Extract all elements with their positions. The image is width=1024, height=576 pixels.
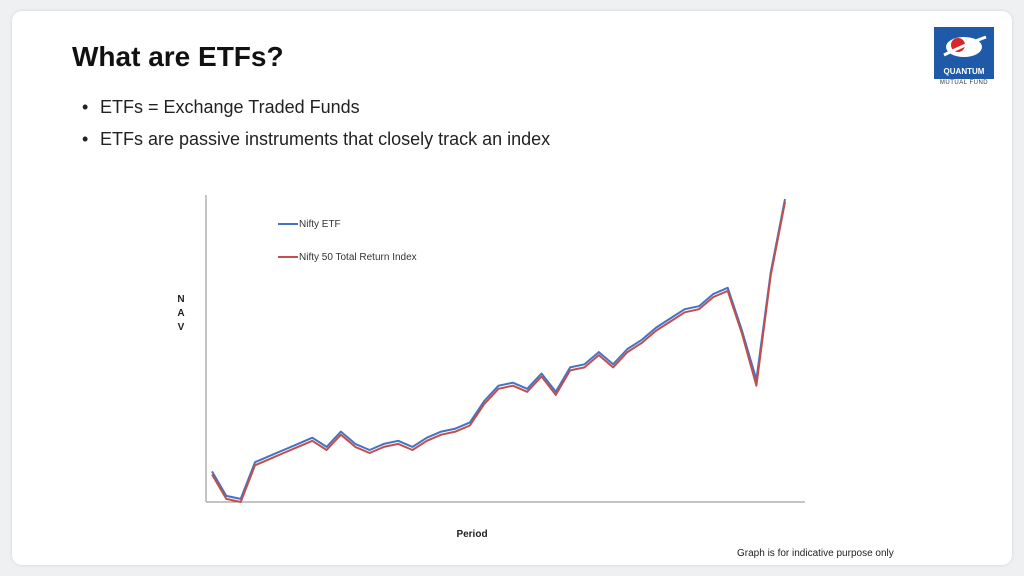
logo-name: QUANTUM xyxy=(943,67,985,76)
logo-subtitle: MUTUAL FUND xyxy=(939,80,989,86)
footnote: Graph is for indicative purpose only xyxy=(737,548,894,559)
logo-swirl-icon xyxy=(943,35,987,57)
quantum-logo: QUANTUM MUTUAL FUND xyxy=(934,27,994,89)
bullet-list: • ETFs = Exchange Traded Funds • ETFs are … xyxy=(82,97,550,161)
x-axis-label: Period xyxy=(456,529,487,540)
slide-title: What are ETFs? xyxy=(72,41,284,72)
logo-box xyxy=(934,27,994,79)
bullet-dot-icon: • xyxy=(82,129,89,149)
y-axis-label-letter: A xyxy=(177,308,184,319)
series-line-2 xyxy=(211,201,786,503)
y-axis-label: NAV xyxy=(177,294,184,333)
bullet-dot-icon: • xyxy=(82,97,89,117)
bullet-item: • ETFs = Exchange Traded Funds xyxy=(82,97,360,117)
legend-label: Nifty ETF xyxy=(299,219,341,230)
y-axis-label-letter: V xyxy=(178,322,185,333)
series-layer xyxy=(211,198,786,503)
legend-label: Nifty 50 Total Return Index xyxy=(299,252,417,263)
series-line-1 xyxy=(211,198,786,500)
slide: What are ETFs? • ETFs = Exchange Traded F… xyxy=(12,11,1012,565)
bullet-item: • ETFs are passive instruments that close… xyxy=(82,129,551,149)
y-axis-label-letter: N xyxy=(177,294,184,305)
legend: Nifty ETF Nifty 50 Total Return Index xyxy=(278,219,417,263)
